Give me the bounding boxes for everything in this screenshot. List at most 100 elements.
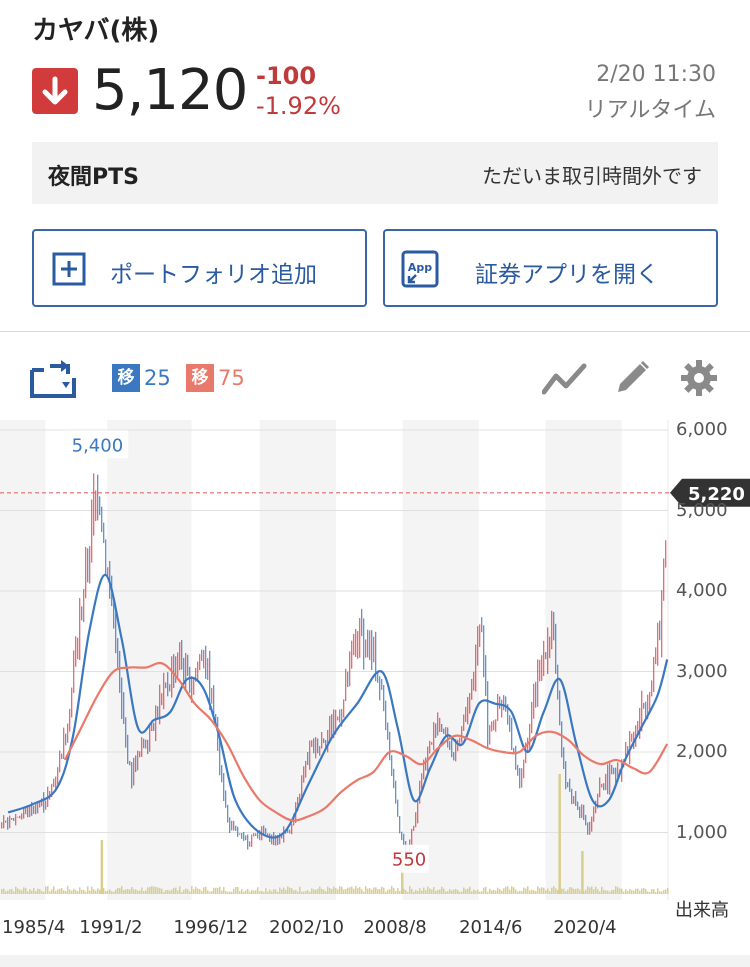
volume-bar xyxy=(433,887,435,894)
ma-short-value: 25 xyxy=(144,366,171,390)
add-portfolio-button[interactable]: ポートフォリオ追加 xyxy=(32,229,367,307)
volume-bar xyxy=(187,889,189,894)
ma-long-value: 75 xyxy=(218,366,245,390)
volume-bar xyxy=(195,886,197,894)
volume-bar xyxy=(597,889,599,894)
volume-bar xyxy=(491,890,493,894)
rotate-icon[interactable] xyxy=(28,356,78,400)
volume-bar xyxy=(299,886,301,894)
volume-bar xyxy=(317,888,319,894)
volume-bar xyxy=(649,891,651,894)
volume-bar xyxy=(573,888,575,894)
x-tick-label: 1996/12 xyxy=(173,917,249,938)
volume-bar xyxy=(503,888,505,894)
volume-bar xyxy=(409,886,411,894)
volume-bar xyxy=(203,887,205,894)
volume-bar xyxy=(137,890,139,894)
volume-bar xyxy=(643,888,645,894)
volume-bar xyxy=(135,889,137,894)
volume-bar xyxy=(215,887,217,894)
volume-bar xyxy=(535,891,537,894)
volume-bar xyxy=(41,890,43,894)
volume-bar xyxy=(451,890,453,894)
volume-bar xyxy=(469,886,471,894)
volume-bar xyxy=(447,891,449,894)
line-chart-icon[interactable] xyxy=(542,362,588,396)
chart-band xyxy=(259,420,337,900)
current-price: 5,120 xyxy=(92,58,248,123)
volume-bar xyxy=(35,891,37,894)
volume-bar xyxy=(607,890,609,894)
volume-bar xyxy=(95,890,97,894)
volume-bar xyxy=(617,887,619,894)
volume-bar xyxy=(239,891,241,894)
volume-bar xyxy=(301,891,303,894)
volume-bar xyxy=(235,887,237,894)
volume-bar xyxy=(117,887,119,894)
volume-bar xyxy=(609,891,611,894)
gear-icon[interactable] xyxy=(680,359,718,397)
volume-bar xyxy=(419,888,421,894)
volume-bar xyxy=(99,889,101,894)
volume-bar xyxy=(233,888,235,894)
volume-bar xyxy=(453,889,455,894)
volume-bar xyxy=(631,890,633,894)
volume-bar xyxy=(475,890,477,894)
volume-bar xyxy=(201,891,203,894)
volume-bar xyxy=(7,890,9,894)
volume-bar xyxy=(261,891,263,894)
volume-bar xyxy=(23,887,25,894)
volume-bar xyxy=(661,891,663,894)
volume-bar xyxy=(443,888,445,894)
volume-bar xyxy=(507,886,509,894)
x-tick-label: 1985/4 xyxy=(2,917,66,938)
volume-bar xyxy=(579,889,581,894)
section-divider xyxy=(0,331,750,332)
volume-bar xyxy=(167,889,169,894)
quote-datetime: 2/20 11:30 xyxy=(596,62,716,87)
volume-bar xyxy=(115,889,117,894)
volume-bar xyxy=(439,889,441,894)
volume-bar xyxy=(459,891,461,894)
volume-bar xyxy=(29,889,31,894)
volume-bar xyxy=(629,889,631,894)
volume-bar xyxy=(605,890,607,894)
volume-bar xyxy=(293,890,295,894)
volume-bar xyxy=(369,888,371,894)
volume-bar xyxy=(375,887,377,894)
volume-bar xyxy=(577,888,579,894)
add-icon xyxy=(52,252,86,286)
volume-bar xyxy=(275,889,277,894)
volume-bar xyxy=(395,891,397,894)
volume-bar xyxy=(5,891,7,894)
volume-bar xyxy=(391,886,393,894)
volume-bar xyxy=(383,887,385,894)
ma-short-legend[interactable]: 移 25 xyxy=(112,364,171,392)
volume-bar xyxy=(33,887,35,894)
volume-bar xyxy=(63,890,65,894)
volume-bar xyxy=(527,886,529,894)
open-app-button[interactable]: App 証券アプリを開く xyxy=(383,229,718,307)
volume-bar xyxy=(639,890,641,894)
volume-bar xyxy=(79,887,81,894)
chart-annotations: 5,220 5,400 550 xyxy=(0,430,750,873)
annotation-bg xyxy=(66,430,129,459)
volume-bar xyxy=(185,888,187,894)
volume-bar xyxy=(309,891,311,894)
volume-bar xyxy=(489,888,491,894)
volume-bar xyxy=(283,887,285,894)
pencil-icon[interactable] xyxy=(612,358,652,398)
volume-bar xyxy=(191,886,193,894)
volume-bar xyxy=(635,888,637,894)
volume-bar xyxy=(313,889,315,894)
volume-bar xyxy=(253,890,255,894)
volume-bar xyxy=(471,891,473,894)
volume-bar xyxy=(547,888,549,894)
volume-bar xyxy=(43,891,45,894)
volume-bar xyxy=(645,889,647,894)
volume-bar xyxy=(179,886,181,894)
volume-bar xyxy=(515,889,517,894)
ma-long-legend[interactable]: 移 75 xyxy=(186,364,245,392)
volume-bar xyxy=(425,890,427,894)
price-chart[interactable]: 5,220 5,400 550 xyxy=(0,420,750,915)
